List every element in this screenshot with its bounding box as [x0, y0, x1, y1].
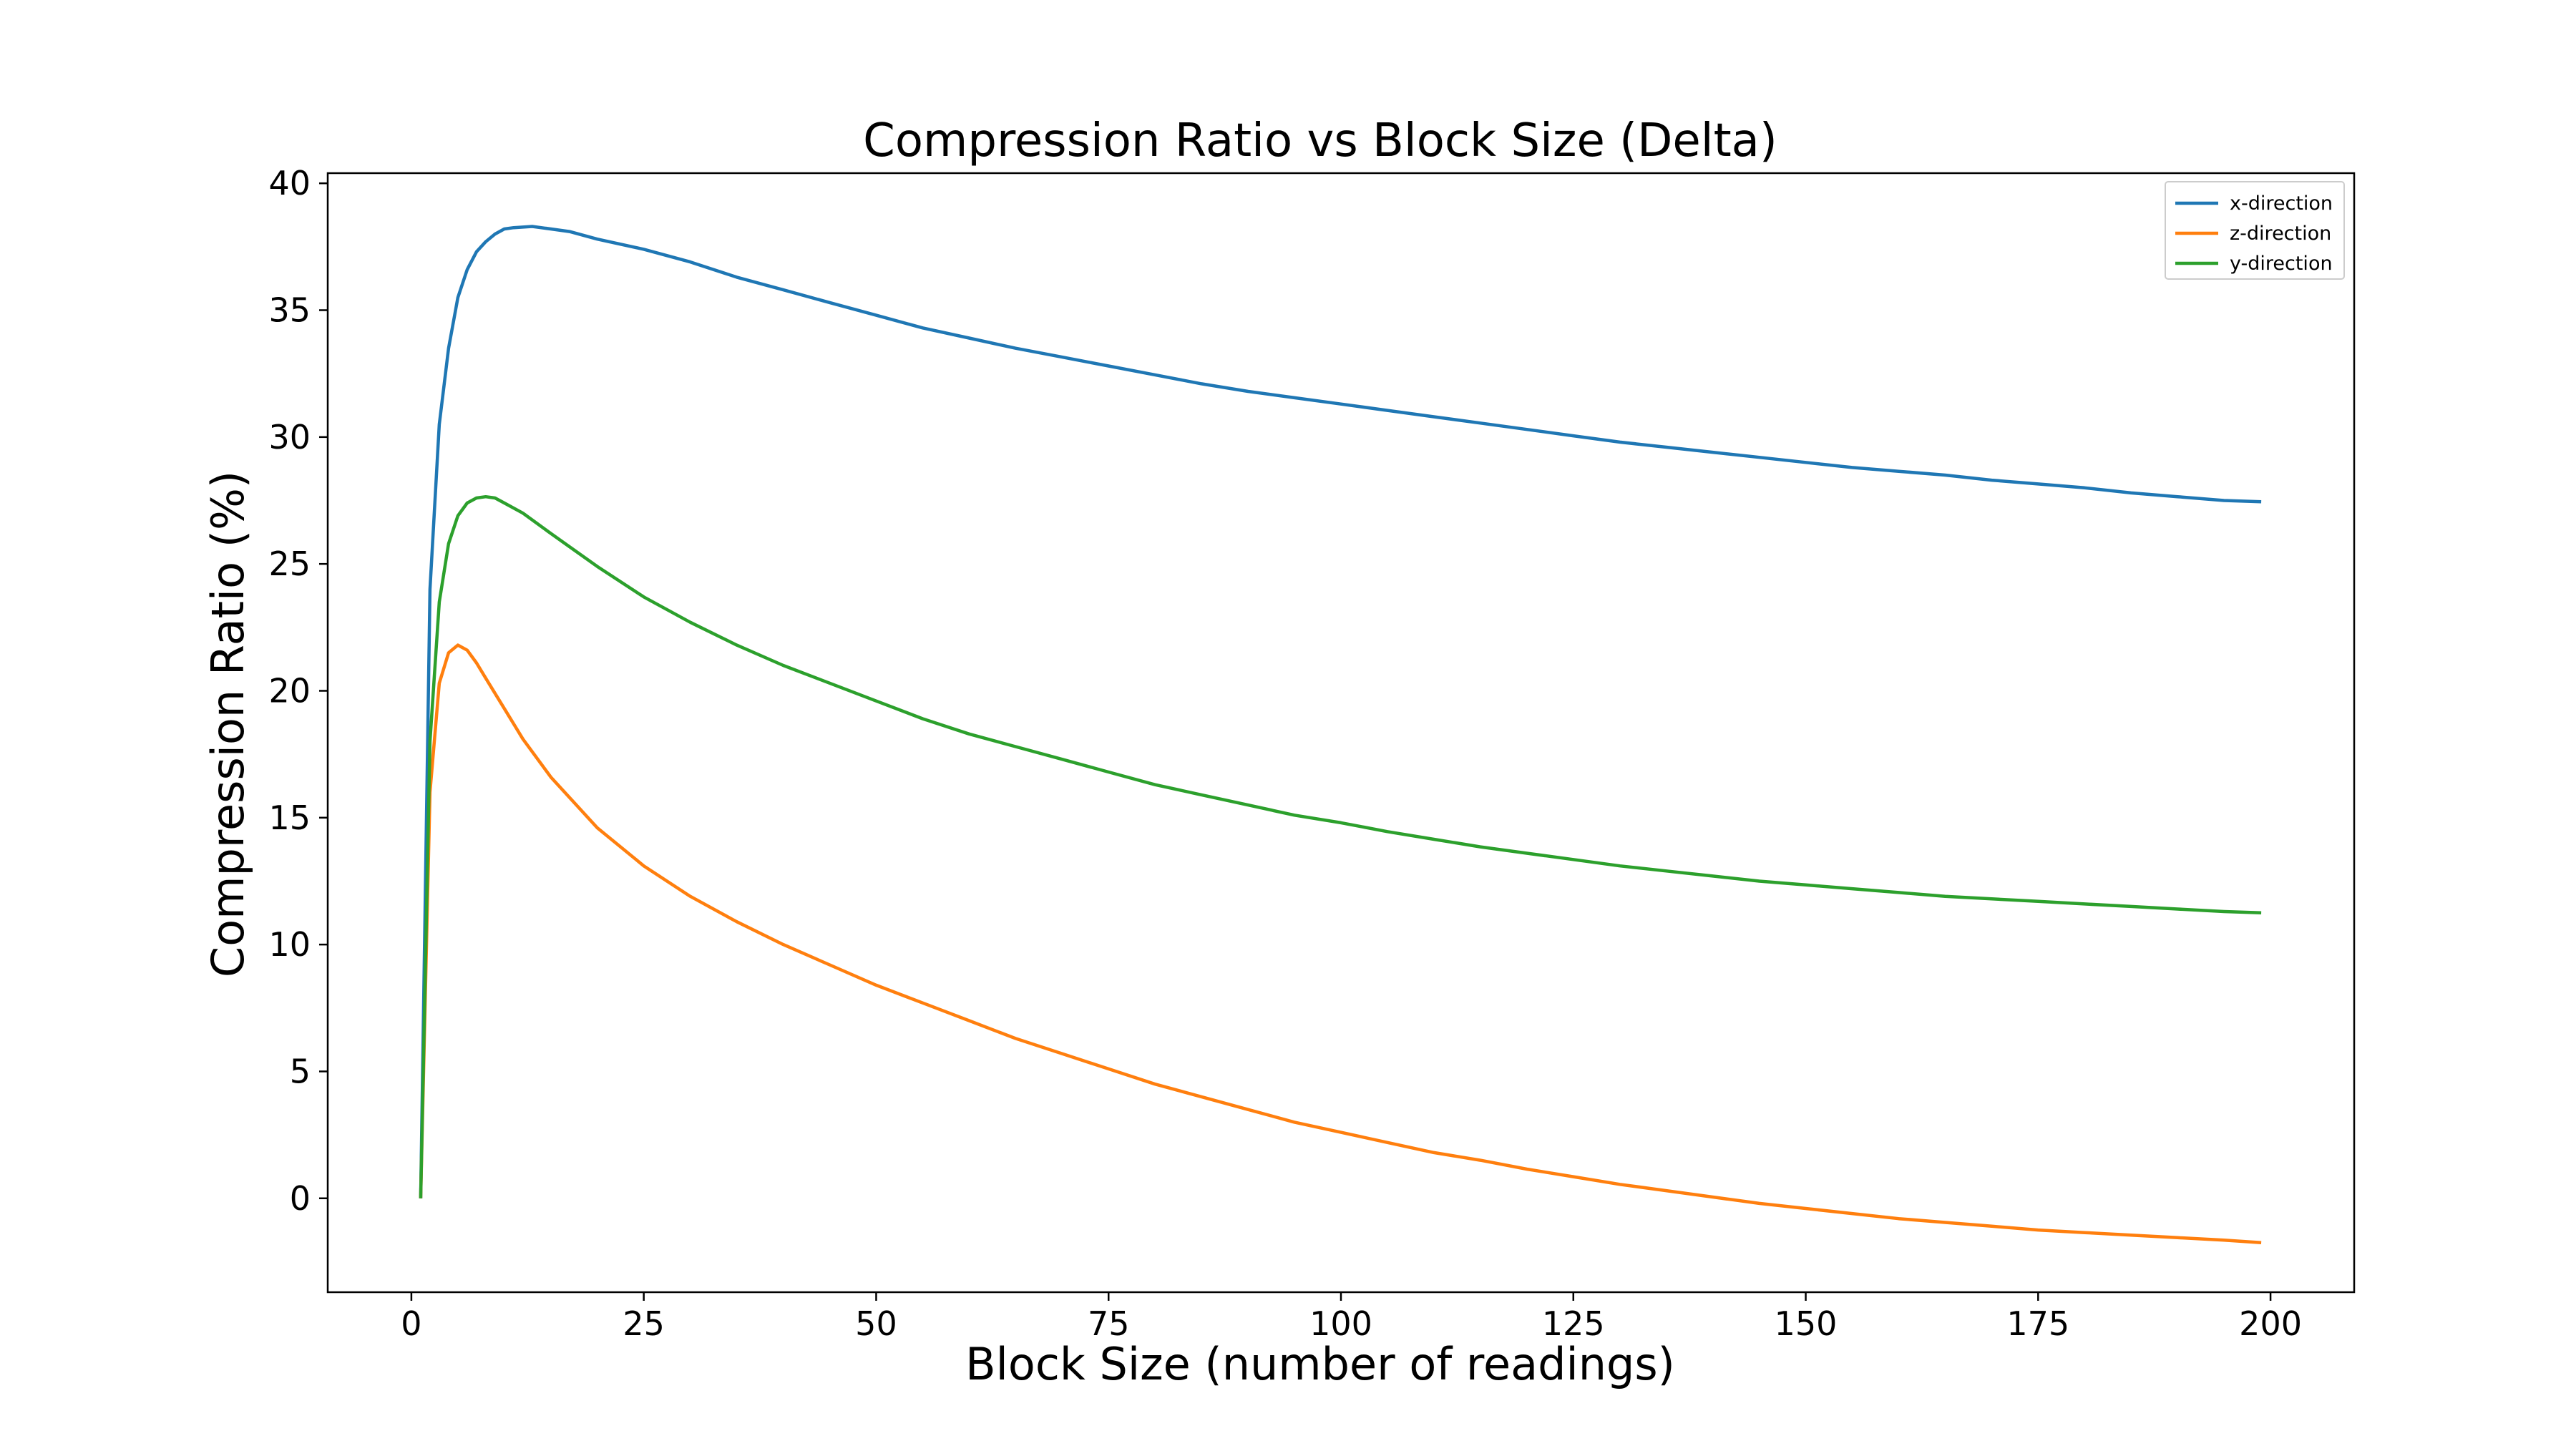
y-tick-label: 35 — [268, 291, 311, 330]
x-tick-label: 0 — [401, 1304, 421, 1343]
x-tick-label: 50 — [855, 1304, 897, 1343]
x-tick-label: 200 — [2239, 1304, 2302, 1343]
chart-title: Compression Ratio vs Block Size (Delta) — [863, 114, 1777, 167]
y-tick-label: 5 — [290, 1052, 311, 1090]
legend-box — [2165, 181, 2345, 280]
x-tick-label: 175 — [2006, 1304, 2069, 1343]
y-tick-label: 20 — [268, 671, 311, 710]
x-tick-label: 150 — [1775, 1304, 1838, 1343]
y-tick-label: 15 — [268, 798, 311, 837]
legend-label: z-direction — [2230, 223, 2331, 245]
series-line-x-direction — [419, 225, 2262, 1198]
series-line-y-direction — [419, 494, 2262, 1198]
legend: x-direction z-direction y-direction — [2165, 181, 2345, 280]
y-tick-label: 30 — [268, 418, 311, 456]
x-tick-label: 75 — [1088, 1304, 1130, 1343]
x-tick-label: 25 — [623, 1304, 665, 1343]
legend-label: x-direction — [2230, 192, 2333, 215]
x-tick-label: 100 — [1309, 1304, 1372, 1343]
x-tick-label: 125 — [1542, 1304, 1605, 1343]
y-tick-label: 0 — [290, 1179, 311, 1218]
legend-label: y-direction — [2230, 253, 2333, 275]
y-tick-label: 40 — [268, 164, 311, 202]
series-line-z-direction — [419, 643, 2262, 1245]
y-tick-label: 10 — [268, 925, 311, 964]
x-axis-label: Block Size (number of readings) — [965, 1338, 1675, 1390]
plot-area: 0 25 50 75 100 125 150 175 200 0 5 10 15 20 25 30 35 40 — [268, 164, 2356, 1343]
y-tick-label: 25 — [268, 544, 311, 583]
y-axis-label: Compression Ratio (%) — [202, 471, 254, 977]
